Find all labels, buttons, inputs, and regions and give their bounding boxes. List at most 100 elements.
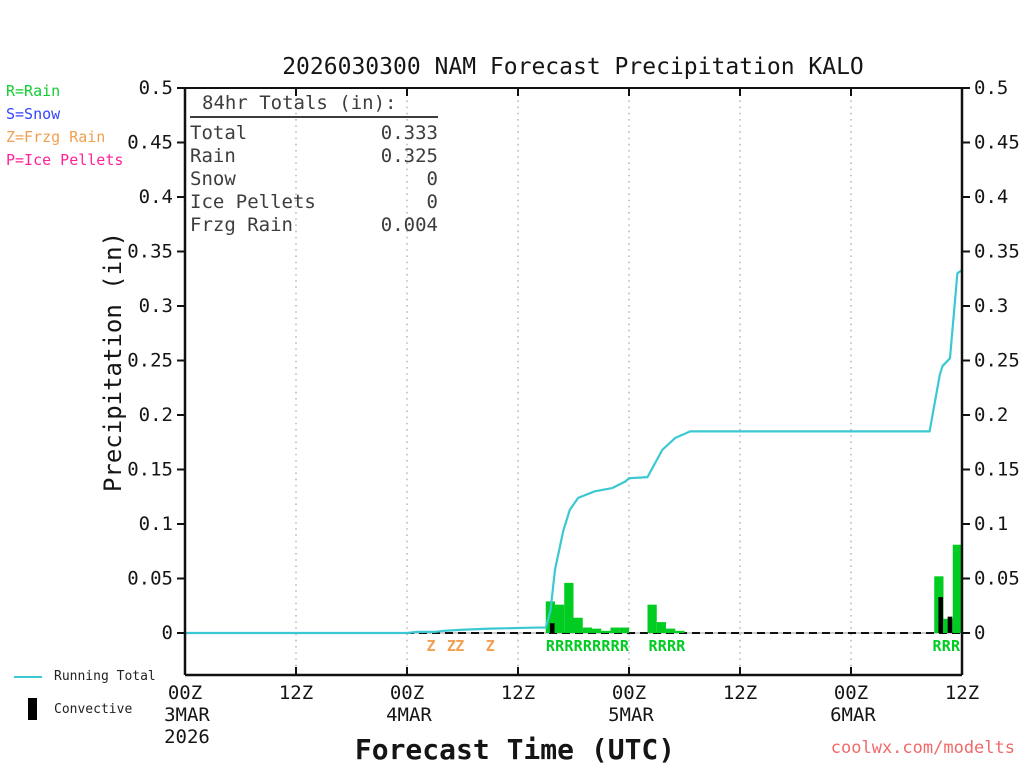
x-tick-date: 3MAR bbox=[164, 704, 210, 726]
precip-bar bbox=[573, 617, 583, 633]
ptype-marker-r: R bbox=[667, 637, 677, 655]
y-tick-label-right: 0.4 bbox=[974, 186, 1008, 208]
y-tick-label-right: 0.2 bbox=[974, 404, 1008, 426]
ptype-marker-z: Z bbox=[427, 637, 436, 655]
totals-label: Snow bbox=[190, 168, 236, 190]
y-tick-label-right: 0.25 bbox=[974, 350, 1020, 372]
precip-bar bbox=[545, 601, 555, 633]
y-tick-label-right: 0.5 bbox=[974, 77, 1008, 99]
y-tick-label-left: 0.05 bbox=[127, 568, 173, 590]
ptype-marker-r: R bbox=[592, 637, 602, 655]
y-axis-title: Precipitation (in) bbox=[99, 231, 127, 493]
watermark-link[interactable]: coolwx.com/modelts bbox=[830, 738, 1015, 758]
x-axis-title: Forecast Time (UTC) bbox=[354, 733, 676, 766]
totals-row-ice-pellets: Ice Pellets 0 bbox=[190, 191, 438, 214]
y-tick-label-left: 0.45 bbox=[127, 132, 173, 154]
x-tick-label: 00Z bbox=[612, 682, 646, 704]
totals-box: 84hr Totals (in): Total 0.333 Rain 0.325… bbox=[190, 92, 438, 237]
precip-bar bbox=[619, 627, 629, 633]
totals-label: Frzg Rain bbox=[190, 214, 293, 236]
x-tick-label: 12Z bbox=[723, 682, 757, 704]
y-tick-label-right: 0.45 bbox=[974, 132, 1020, 154]
precip-bar bbox=[601, 630, 611, 633]
precip-bar bbox=[555, 604, 565, 633]
y-tick-label-left: 0.15 bbox=[127, 459, 173, 481]
x-tick-date: 6MAR bbox=[830, 704, 876, 726]
ptype-legend-snow: S=Snow bbox=[6, 105, 61, 123]
ptype-legend: R=Rain S=Snow Z=Frzg Rain P=Ice Pellets bbox=[6, 80, 123, 172]
x-tick-label: 12Z bbox=[279, 682, 313, 704]
ptype-marker-r: R bbox=[611, 637, 621, 655]
y-tick-label-left: 0.2 bbox=[139, 404, 173, 426]
y-tick-label-left: 0.35 bbox=[127, 241, 173, 263]
x-tick-label: 00Z bbox=[390, 682, 424, 704]
ptype-marker-r: R bbox=[658, 637, 668, 655]
precip-bar bbox=[582, 627, 592, 633]
totals-label: Total bbox=[190, 122, 248, 144]
x-tick-date: 5MAR bbox=[608, 704, 654, 726]
ptype-marker-r: R bbox=[942, 637, 952, 655]
ptype-marker-r: R bbox=[933, 637, 943, 655]
y-tick-label-left: 0.1 bbox=[139, 513, 173, 535]
convective-bar bbox=[549, 623, 555, 633]
x-tick-label: 00Z bbox=[834, 682, 868, 704]
totals-value: 0.004 bbox=[380, 214, 438, 236]
x-tick-year: 2026 bbox=[164, 726, 210, 748]
y-tick-label-right: 0 bbox=[974, 622, 985, 644]
totals-value: 0.333 bbox=[380, 122, 438, 144]
page-title: 2026030300 NAM Forecast Precipitation KA… bbox=[282, 54, 864, 80]
precip-bar bbox=[656, 622, 666, 633]
x-tick-label: 12Z bbox=[945, 682, 979, 704]
totals-row-rain: Rain 0.325 bbox=[190, 145, 438, 168]
x-tick-date: 4MAR bbox=[386, 704, 432, 726]
ptype-marker-r: R bbox=[649, 637, 659, 655]
precip-bar bbox=[564, 582, 574, 633]
precip-bar bbox=[592, 628, 602, 633]
x-tick-label: 12Z bbox=[501, 682, 535, 704]
totals-heading: 84hr Totals (in): bbox=[190, 92, 438, 118]
ptype-marker-r: R bbox=[601, 637, 611, 655]
y-tick-label-left: 0.25 bbox=[127, 350, 173, 372]
ptype-legend-ice-pellets: P=Ice Pellets bbox=[6, 151, 124, 169]
precip-bar bbox=[610, 627, 620, 633]
precip-bar bbox=[675, 630, 685, 633]
totals-row-total: Total 0.333 bbox=[190, 122, 438, 145]
ptype-marker-r: R bbox=[583, 637, 593, 655]
ptype-marker-z: Z bbox=[486, 637, 495, 655]
totals-value: 0.325 bbox=[380, 145, 438, 167]
ptype-marker-r: R bbox=[574, 637, 584, 655]
y-tick-label-right: 0.3 bbox=[974, 295, 1008, 317]
ptype-marker-r: R bbox=[620, 637, 630, 655]
legend-convective: Convective bbox=[14, 698, 132, 720]
ptype-marker-z: Z bbox=[447, 637, 456, 655]
x-tick-label: 00Z bbox=[168, 682, 202, 704]
y-tick-label-right: 0.15 bbox=[974, 459, 1020, 481]
precip-bar bbox=[666, 628, 676, 633]
ptype-marker-r: R bbox=[676, 637, 686, 655]
ptype-marker-r: R bbox=[555, 637, 565, 655]
totals-label: Ice Pellets bbox=[190, 191, 316, 213]
totals-value: 0 bbox=[426, 168, 438, 190]
convective-bar-swatch bbox=[28, 698, 37, 720]
totals-label: Rain bbox=[190, 145, 236, 167]
ptype-legend-frzg-rain: Z=Frzg Rain bbox=[6, 128, 106, 146]
ptype-marker-z: Z bbox=[455, 637, 464, 655]
convective-bar bbox=[938, 597, 944, 633]
running-total-line-swatch bbox=[14, 675, 42, 678]
precip-bar bbox=[952, 544, 962, 633]
legend-running-total: Running Total bbox=[14, 669, 156, 684]
y-tick-label-left: 0 bbox=[162, 622, 173, 644]
y-tick-label-right: 0.35 bbox=[974, 241, 1020, 263]
totals-row-frzg-rain: Frzg Rain 0.004 bbox=[190, 214, 438, 237]
totals-row-snow: Snow 0 bbox=[190, 168, 438, 191]
running-total-line bbox=[185, 269, 963, 635]
ptype-marker-r: R bbox=[951, 637, 961, 655]
ptype-marker-r: R bbox=[564, 637, 574, 655]
y-tick-label-right: 0.05 bbox=[974, 568, 1020, 590]
y-tick-label-left: 0.3 bbox=[139, 295, 173, 317]
y-tick-label-right: 0.1 bbox=[974, 513, 1008, 535]
ptype-marker-r: R bbox=[546, 637, 556, 655]
totals-value: 0 bbox=[426, 191, 438, 213]
